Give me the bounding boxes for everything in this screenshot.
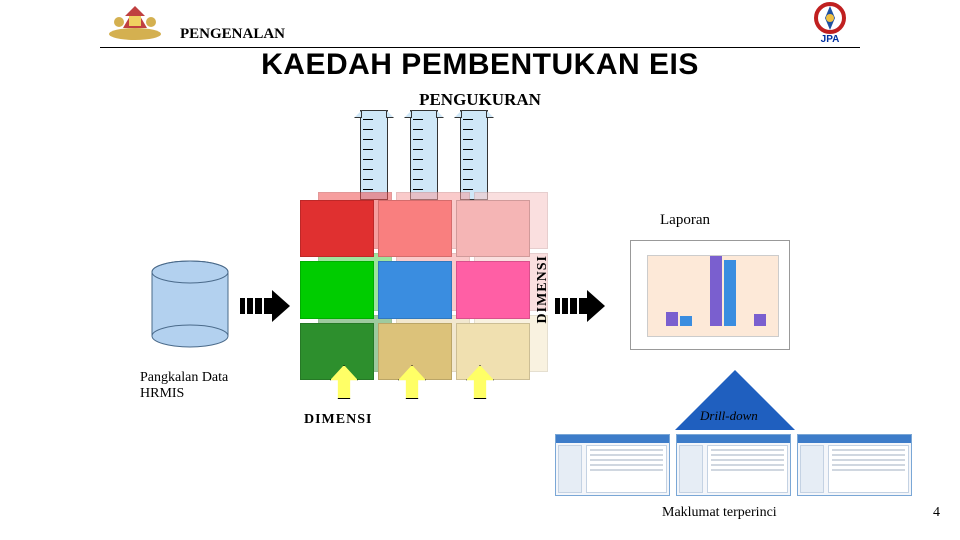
ruler-icon <box>410 110 438 200</box>
dimensi-vertical-label: DIMENSI <box>535 255 551 323</box>
flow-arrow-2-icon <box>555 290 605 322</box>
detail-screen-thumb <box>555 434 670 496</box>
chart-bar <box>710 256 722 326</box>
rulers-group <box>360 110 488 200</box>
cube-cell <box>300 200 374 257</box>
page-number: 4 <box>933 505 940 521</box>
pengukuran-label: PENGUKURAN <box>0 90 960 110</box>
detail-screen-thumb <box>797 434 912 496</box>
detail-screens-group <box>555 434 912 496</box>
chart-bar <box>724 260 736 326</box>
chart-bar <box>666 312 678 326</box>
cube-cell <box>300 261 374 318</box>
drilldown-label: Drill-down <box>700 408 758 424</box>
up-arrow-icon <box>466 365 494 399</box>
up-arrow-icon <box>330 365 358 399</box>
svg-text:JPA: JPA <box>821 34 840 44</box>
dimension-cube <box>300 200 530 380</box>
laporan-label: Laporan <box>660 212 710 229</box>
flow-arrow-1-icon <box>240 290 290 322</box>
cube-cell <box>378 200 452 257</box>
crest-logo-left <box>105 2 165 42</box>
page-title: KAEDAH PEMBENTUKAN EIS <box>0 48 960 82</box>
detail-screen-thumb <box>676 434 791 496</box>
chart-bar <box>754 314 766 326</box>
up-arrows-group <box>330 365 494 399</box>
cube-cell <box>378 261 452 318</box>
ruler-icon <box>460 110 488 200</box>
database-cylinder-icon <box>150 260 230 350</box>
cube-cell <box>456 261 530 318</box>
cube-cell <box>456 200 530 257</box>
report-chart <box>630 240 790 350</box>
chart-bar <box>680 316 692 326</box>
section-label: PENGENALAN <box>180 26 285 43</box>
maklumat-label: Maklumat terperinci <box>662 505 777 521</box>
up-arrow-icon <box>398 365 426 399</box>
jpa-logo-right: JPA <box>805 2 855 44</box>
ruler-icon <box>360 110 388 200</box>
database-label: Pangkalan Data HRMIS <box>140 370 240 402</box>
dimensi-horizontal-label: DIMENSI <box>304 412 372 428</box>
